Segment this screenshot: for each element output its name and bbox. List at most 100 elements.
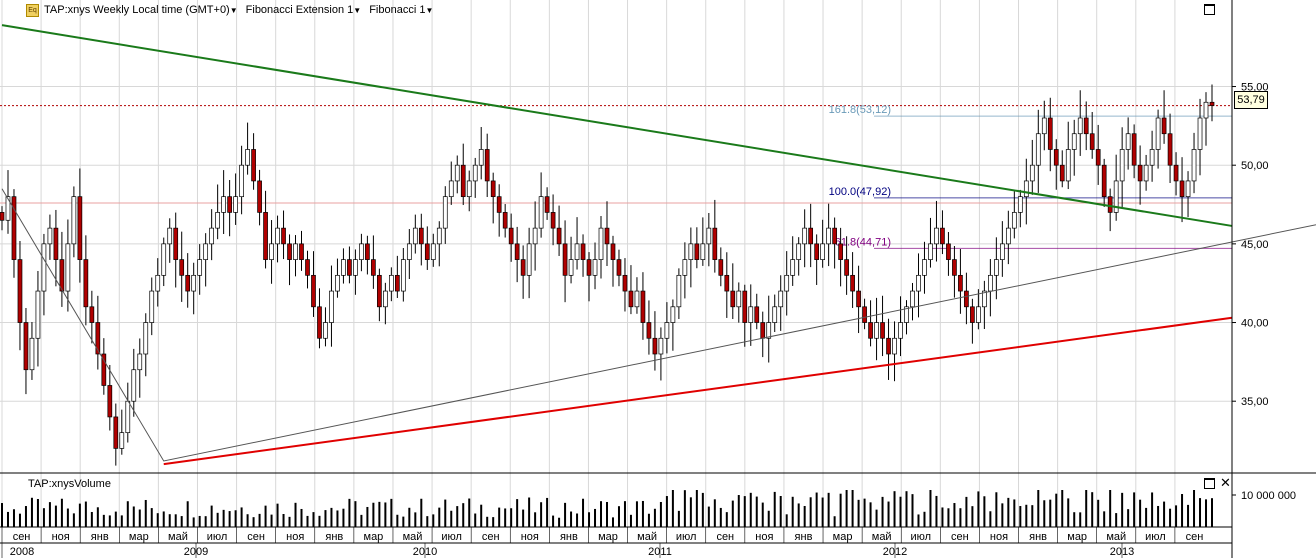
volume-bar <box>677 510 680 527</box>
candle-body <box>748 306 754 323</box>
candle-body <box>155 274 161 292</box>
candle-body <box>910 290 915 308</box>
candle-body <box>1035 133 1041 166</box>
volume-bar <box>1127 509 1130 527</box>
volume-bar <box>875 509 878 527</box>
candle-body <box>1023 180 1029 198</box>
volume-bar <box>1019 506 1022 527</box>
trendlines[interactable] <box>1 24 1233 466</box>
symbol-dropdown[interactable]: TAP:xnys Weekly Local time (GMT+0)▼ <box>42 4 244 16</box>
volume-bar <box>749 492 752 527</box>
candle-body <box>1167 133 1173 166</box>
fib-level-label: 161.8(53,12) <box>829 104 891 116</box>
month-label: июл <box>441 531 462 543</box>
volume-bar <box>498 507 501 527</box>
volume-bar <box>761 502 764 527</box>
candle-body <box>71 196 77 245</box>
volume-bar <box>941 507 944 527</box>
candle-body <box>1083 117 1089 135</box>
study-fibonacci[interactable]: Fibonacci 1▼ <box>367 4 439 16</box>
month-label: янв <box>1029 531 1047 543</box>
month-label: сен <box>13 531 31 543</box>
app-logo-icon[interactable]: Eq <box>26 3 39 17</box>
candle-body <box>724 274 730 292</box>
candle-body <box>562 243 568 276</box>
volume-bar <box>228 511 231 527</box>
candle-body <box>580 243 586 260</box>
candle-body <box>1053 149 1059 166</box>
price-tick-label: 55,00 <box>1241 82 1269 94</box>
candle-body <box>143 322 149 355</box>
volume-bar <box>540 502 543 527</box>
volume-bar <box>102 514 105 527</box>
candle-body <box>874 322 879 339</box>
volume-bar <box>516 499 519 527</box>
volume-bar <box>857 499 860 527</box>
candle-body <box>520 259 526 276</box>
volume-bar <box>522 509 525 527</box>
trendline[interactable] <box>163 316 1233 466</box>
volume-bar <box>671 490 674 527</box>
volume-bar <box>90 511 93 527</box>
volume-bar <box>725 512 728 527</box>
candle-body <box>922 259 927 276</box>
close-volume-icon[interactable]: ✕ <box>1220 475 1231 490</box>
volume-bar <box>731 500 734 527</box>
candle-body <box>1077 117 1083 135</box>
candle-body <box>1059 164 1065 182</box>
volume-bar <box>510 508 513 527</box>
candle-body <box>101 353 107 386</box>
candle-body <box>688 243 694 260</box>
volume-bar <box>84 501 87 527</box>
candle-body <box>113 416 119 449</box>
volume-bar <box>713 499 716 527</box>
month-label: ноя <box>286 531 304 543</box>
month-label: ноя <box>521 531 539 543</box>
candle-body <box>11 196 17 260</box>
volume-bar <box>564 502 567 527</box>
candle-body <box>568 259 574 276</box>
volume-bar <box>947 508 950 527</box>
month-label: сен <box>716 531 734 543</box>
volume-bar <box>1049 499 1052 527</box>
volume-bar <box>743 496 746 527</box>
candle-body <box>77 196 83 260</box>
volume-bar <box>1157 505 1160 527</box>
volume-bar <box>312 512 315 527</box>
volume-bar <box>246 514 249 527</box>
volume-bar <box>300 508 303 527</box>
study-fibonacci-extension[interactable]: Fibonacci Extension 1▼ <box>244 4 368 16</box>
maximize-volume-icon[interactable] <box>1204 478 1215 489</box>
volume-bar <box>504 508 507 527</box>
trendline[interactable] <box>1 24 1233 227</box>
candle-body <box>191 274 197 292</box>
volume-bar <box>1205 499 1208 527</box>
volume-bar <box>12 509 15 527</box>
volume-bar <box>96 507 99 527</box>
volume-bar <box>78 503 81 527</box>
volume-bar <box>126 501 129 527</box>
volume-bar <box>611 517 614 527</box>
chart-toolbar: Eq TAP:xnys Weekly Local time (GMT+0)▼ F… <box>0 2 439 18</box>
candle-body <box>460 164 466 198</box>
candle-body <box>197 259 203 276</box>
candle-body <box>275 227 280 245</box>
candle-body <box>179 259 185 276</box>
candle-body <box>556 227 562 245</box>
candle-body <box>233 196 238 213</box>
volume-bar <box>282 514 285 527</box>
volume-bar <box>138 509 141 527</box>
maximize-icon[interactable] <box>1204 4 1215 15</box>
volume-bar <box>240 507 243 527</box>
volume-bar <box>653 508 656 527</box>
candle-body <box>550 212 556 229</box>
candle-body <box>1065 149 1071 182</box>
candle-body <box>83 259 89 308</box>
volume-bar <box>689 497 692 527</box>
volume-bar <box>438 507 441 527</box>
candle-body <box>53 227 59 260</box>
candle-body <box>784 274 790 292</box>
volume-bar <box>893 491 896 527</box>
volume-bar <box>150 508 153 527</box>
volume-bar <box>324 510 327 527</box>
